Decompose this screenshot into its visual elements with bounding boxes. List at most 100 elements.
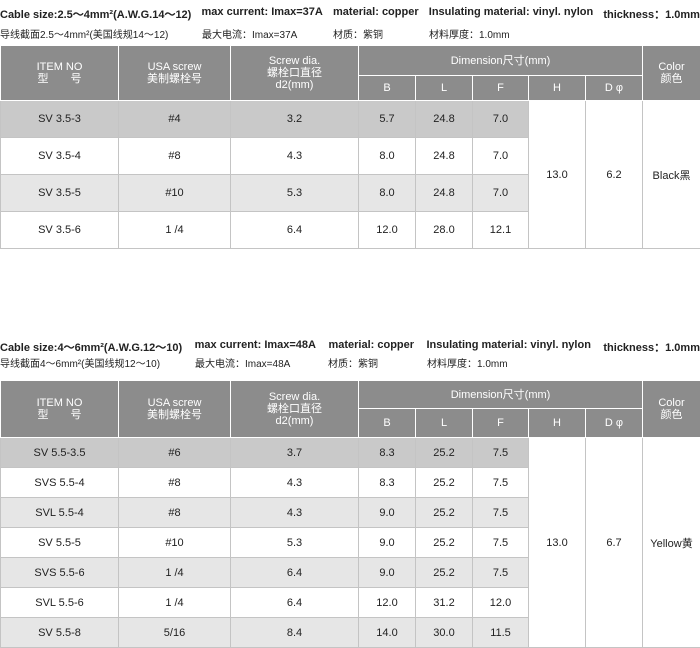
cell: 7.5 [472, 527, 529, 558]
table-row: SV 5.5-5 #10 5.3 9.0 25.2 7.5 [0, 527, 700, 558]
spec-item-cn: 导线截面2.5～4mm²(美国线规14～12) [0, 30, 169, 41]
header-screw: Screw dia. 螺栓口直径 d2(mm) [230, 380, 359, 438]
header-row: ITEM NO 型 号 USA screw 美制螺栓号 Screw dia. 螺栓口直径 d… [0, 380, 700, 438]
header-dim: D φ [585, 75, 643, 101]
cell: 7.5 [472, 497, 529, 528]
cell: 25.2 [415, 437, 473, 468]
spec-item-cn: 最大电流：Imax=48A [195, 359, 291, 370]
header-usa-line: 美制螺栓号 [147, 409, 202, 421]
spec-item: Insulating material: vinyl. nylon [428, 6, 594, 18]
header-usa-line: USA screw [147, 397, 202, 409]
header-screw-line: d2(mm) [275, 415, 314, 427]
header-usa-line: USA screw [147, 61, 202, 73]
header-dim: B [358, 75, 416, 101]
cell: 7.0 [472, 137, 529, 175]
cell: 12.0 [472, 587, 529, 618]
spec-item: Cable size:2.5～4mm²(A.W.G.14～12) [0, 9, 192, 21]
cell: 1 /4 [118, 211, 231, 249]
header-dim: B [358, 408, 416, 438]
header-item-line: 型 号 [37, 409, 82, 421]
cell: 30.0 [415, 617, 473, 648]
cell: 12.0 [358, 211, 416, 249]
spec-item-cn: 材质：紫铜 [328, 359, 378, 370]
cell: #6 [118, 437, 231, 468]
header-usa: USA screw 美制螺栓号 [118, 45, 231, 101]
cell: 31.2 [415, 587, 473, 618]
cell: 8.4 [230, 617, 359, 648]
cell: 24.8 [415, 100, 473, 138]
spec-item: max current: Imax=37A [201, 6, 323, 18]
table-row: SV 5.5-8 5/16 8.4 14.0 30.0 11.5 [0, 617, 700, 648]
spec-item: material: copper [328, 339, 415, 351]
cell: 25.2 [415, 467, 473, 498]
spec-item: thickness：1.0mm [603, 9, 700, 21]
cell: SV 5.5-5 [0, 527, 119, 558]
cell: #8 [118, 467, 231, 498]
header-dim: D φ [585, 408, 643, 438]
cell: 3.7 [230, 437, 359, 468]
cell: 8.3 [358, 437, 416, 468]
cell: SVS 5.5-4 [0, 467, 119, 498]
cell: 1 /4 [118, 557, 231, 588]
cell: 7.5 [472, 437, 529, 468]
header-color-line: 颜色 [660, 409, 683, 421]
spec-line: Cable size:4～6mm²(A.W.G.12～10) max curren… [0, 339, 700, 355]
cell: 6.4 [230, 587, 359, 618]
spec-item: Cable size:4～6mm²(A.W.G.12～10) [0, 342, 183, 354]
header-usa: USA screw 美制螺栓号 [118, 380, 231, 438]
cell: 3.2 [230, 100, 359, 138]
spec-item-cn: 材料厚度：1.0mm [427, 359, 508, 370]
spec-item: material: copper [333, 6, 419, 18]
header-screw-line: Screw dia. [268, 391, 321, 403]
cell-d: 6.7 [585, 437, 643, 648]
header-color-line: Color [658, 61, 685, 73]
header-usa-line: 美制螺栓号 [147, 73, 202, 85]
header-screw: Screw dia. 螺栓口直径 d2(mm) [230, 45, 359, 101]
spec-line-cn: 导线截面4～6mm²(美国线规12～10) 最大电流：Imax=48A 材质：紫铜 材… [0, 355, 700, 370]
cell: 4.3 [230, 467, 359, 498]
header-color-line: 颜色 [660, 73, 683, 85]
header-dim: L [415, 75, 473, 101]
spec-item: thickness：1.0mm [603, 342, 700, 354]
cell: SV 3.5-6 [0, 211, 119, 249]
cell: 9.0 [358, 497, 416, 528]
header-screw-line: Screw dia. [268, 55, 321, 67]
spec-item-cn: 导线截面4～6mm²(美国线规12～10) [0, 359, 161, 370]
header-dim: F [472, 408, 529, 438]
cell: 8.3 [358, 467, 416, 498]
header-dimension: Dimension尺寸(mm) [358, 380, 643, 409]
table-row: SV 3.5-4 #8 4.3 8.0 24.8 7.0 [0, 137, 700, 175]
cell: 8.0 [358, 174, 416, 212]
cell: 5.7 [358, 100, 416, 138]
cell: 4.3 [230, 497, 359, 528]
table-row: SVL 5.5-6 1 /4 6.4 12.0 31.2 12.0 [0, 587, 700, 618]
cell: 1 /4 [118, 587, 231, 618]
header-screw-line: 螺栓口直径 [267, 403, 322, 415]
cell: 24.8 [415, 137, 473, 175]
cell: #10 [118, 174, 231, 212]
cell: 14.0 [358, 617, 416, 648]
cell: SVL 5.5-4 [0, 497, 119, 528]
cell: 7.0 [472, 100, 529, 138]
header-color-line: Color [658, 397, 685, 409]
cell: SVL 5.5-6 [0, 587, 119, 618]
cell: SV 5.5-3.5 [0, 437, 119, 468]
header-color: Color 颜色 [642, 45, 700, 101]
spec-table: ITEM NO 型 号 USA screw 美制螺栓号 Screw dia. 螺栓口直径 d… [0, 45, 700, 249]
table-row: SV 3.5-6 1 /4 6.4 12.0 28.0 12.1 [0, 211, 700, 249]
spec-table: ITEM NO 型 号 USA screw 美制螺栓号 Screw dia. 螺栓口直径 d… [0, 380, 700, 648]
cell: SV 5.5-8 [0, 617, 119, 648]
cell-h: 13.0 [528, 100, 586, 249]
cell: 8.0 [358, 137, 416, 175]
cell-color: Yellow黄 [642, 437, 700, 648]
cell: 24.8 [415, 174, 473, 212]
cell: 7.0 [472, 174, 529, 212]
cell: 7.5 [472, 557, 529, 588]
cell: 25.2 [415, 557, 473, 588]
cell: 5.3 [230, 527, 359, 558]
cell: SV 3.5-5 [0, 174, 119, 212]
cell: 12.0 [358, 587, 416, 618]
spec-item: max current: Imax=48A [194, 339, 316, 351]
header-item-line: ITEM NO [36, 61, 83, 73]
